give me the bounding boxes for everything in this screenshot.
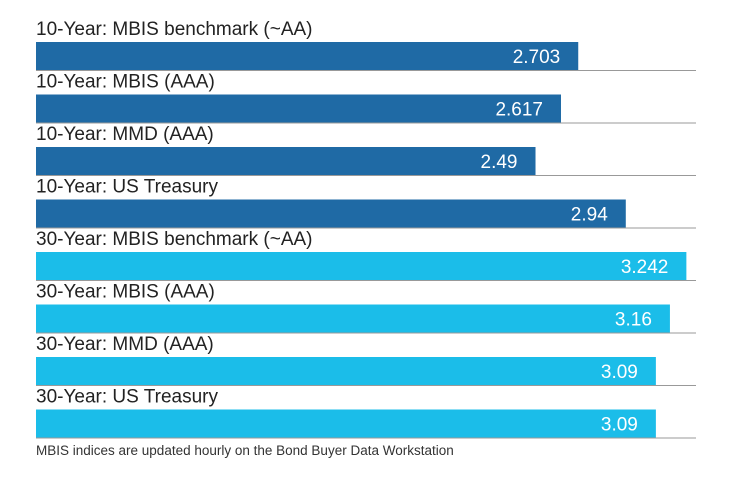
bar (36, 42, 579, 70)
footnote: MBIS indices are updated hourly on the B… (36, 443, 454, 458)
category-label: 10-Year: MMD (AAA) (36, 124, 214, 145)
value-label: 3.16 (615, 310, 652, 331)
category-label: 10-Year: MBIS (AAA) (36, 72, 215, 93)
category-label: 30-Year: MBIS benchmark (~AA) (36, 229, 313, 250)
category-label: 30-Year: US Treasury (36, 387, 218, 408)
value-label: 2.94 (571, 205, 608, 226)
category-label: 30-Year: MMD (AAA) (36, 334, 214, 355)
bar (36, 199, 626, 228)
category-label: 30-Year: MBIS (AAA) (36, 282, 215, 303)
value-label: 3.09 (601, 362, 638, 383)
bar (36, 252, 687, 280)
value-label: 2.49 (481, 152, 518, 173)
bar (36, 357, 656, 385)
value-label: 3.09 (601, 415, 638, 436)
value-label: 3.242 (621, 257, 669, 278)
category-label: 10-Year: US Treasury (36, 177, 218, 198)
bar (36, 94, 561, 123)
bar (36, 304, 670, 333)
value-label: 2.703 (513, 47, 561, 68)
category-label: 10-Year: MBIS benchmark (~AA) (36, 19, 313, 40)
bar (36, 147, 536, 175)
value-label: 2.617 (495, 100, 543, 121)
bar (36, 409, 656, 438)
